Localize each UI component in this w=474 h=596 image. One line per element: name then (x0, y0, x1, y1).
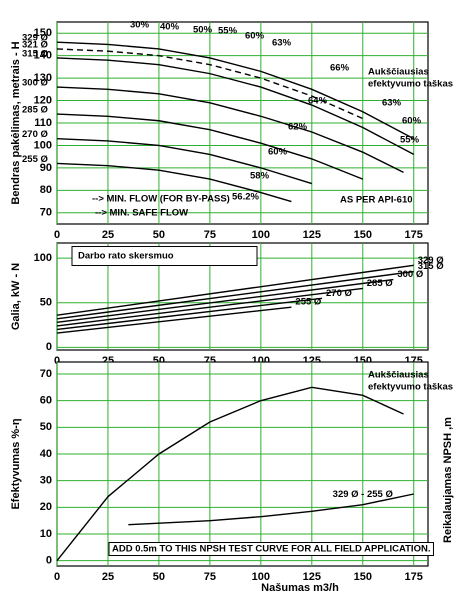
annotation: 64% (308, 96, 328, 107)
annotation: --> MIN. SAFE FLOW (95, 208, 188, 219)
annotation-box (71, 246, 258, 267)
note-box (108, 542, 434, 557)
y-axis-label: Bendras pakėlimas, metrais - H (10, 41, 22, 204)
series-line (56, 86, 404, 174)
y-axis-label: Efektyvumas %-η (10, 418, 22, 509)
y-tick-label: 60 (40, 395, 52, 407)
y-tick-label: 40 (40, 448, 52, 460)
x-tick-label: 150 (354, 571, 372, 583)
x-tick-label: 50 (153, 571, 165, 583)
annotation: 66% (330, 63, 350, 74)
series-line (56, 113, 364, 180)
series-label: 300 Ø (22, 78, 48, 89)
y2-axis-label: Reikalaujamas NPSH ,m (442, 417, 454, 543)
annotation: 63% (272, 38, 292, 49)
x-tick-label: 25 (102, 229, 114, 241)
annotation: Aukščiausias (368, 370, 429, 381)
x-tick-label: 0 (54, 355, 60, 367)
annotation: 63% (382, 98, 402, 109)
x-tick-label: 75 (204, 571, 216, 583)
series-line (56, 41, 415, 140)
annotation: efektyvumo taškas (368, 79, 453, 90)
x-tick-label: 150 (354, 229, 372, 241)
x-axis-label: Našumas m3/h (261, 582, 339, 594)
y-tick-label: 50 (40, 297, 52, 309)
y-tick-label: 90 (40, 162, 52, 174)
annotation: 56.2% (232, 192, 259, 203)
series-label: 255 Ø (295, 297, 321, 308)
annotation: Darbo rato skersmuo (78, 251, 174, 262)
x-tick-label: 175 (405, 571, 423, 583)
series-line (128, 493, 414, 526)
x-tick-label: 175 (405, 229, 423, 241)
annotation: 55% (218, 26, 238, 37)
x-tick-label: 25 (102, 571, 114, 583)
y-tick-label: 140 (34, 50, 52, 62)
series-line (56, 287, 363, 327)
y-tick-label: 120 (34, 94, 52, 106)
y-tick-label: 50 (40, 421, 52, 433)
series-label: 329 Ø (22, 33, 48, 44)
annotation: 30% (130, 20, 150, 31)
series-label: 329 Ø (418, 255, 444, 266)
series-line (56, 270, 414, 320)
x-tick-label: 0 (54, 571, 60, 583)
y-tick-label: 100 (34, 252, 52, 264)
y-tick-label: 30 (40, 475, 52, 487)
series-line (56, 306, 292, 334)
y-tick-label: 110 (34, 117, 52, 129)
x-tick-label: 100 (252, 229, 270, 241)
annotation: 40% (160, 22, 180, 33)
series-label: 315 Ø (22, 48, 48, 59)
series-label: 315 Ø (418, 261, 444, 272)
annotation: 58% (250, 171, 270, 182)
y-tick-label: 150 (34, 27, 52, 39)
annotation: 50% (193, 25, 213, 36)
plot-area (56, 361, 429, 567)
series-line (56, 162, 292, 203)
x-tick-label: 0 (54, 229, 60, 241)
y-tick-label: 100 (34, 139, 52, 151)
series-label: 270 Ø (22, 129, 48, 140)
annotation: 60% (402, 116, 422, 127)
series-line (56, 138, 313, 185)
annotation: ADD 0.5m TO THIS NPSH TEST CURVE FOR ALL… (112, 544, 430, 555)
annotation: 62% (288, 122, 308, 133)
series-label: 321 Ø (22, 39, 48, 50)
series-line (56, 297, 323, 331)
annotation: efektyvumo taškas (368, 382, 453, 393)
x-tick-label: 75 (204, 229, 216, 241)
x-tick-label: 100 (252, 571, 270, 583)
series-line (56, 57, 415, 156)
y-tick-label: 0 (46, 555, 52, 567)
series-line (56, 48, 364, 120)
y-tick-label: 80 (40, 184, 52, 196)
series-label: 329 Ø - 255 Ø (333, 489, 393, 500)
x-tick-label: 125 (303, 571, 321, 583)
series-label: 285 Ø (22, 105, 48, 116)
series-line (56, 264, 414, 316)
annotation: Aukščiausias (368, 67, 429, 78)
annotation: AS PER API-610 (340, 195, 413, 206)
series-label: 255 Ø (22, 154, 48, 165)
x-tick-label: 125 (303, 229, 321, 241)
annotation: 60% (245, 31, 265, 42)
y-tick-label: 130 (34, 72, 52, 84)
series-label: 300 Ø (397, 269, 423, 280)
series-label: 270 Ø (326, 288, 352, 299)
series-label: 285 Ø (367, 278, 393, 289)
y-tick-label: 20 (40, 501, 52, 513)
y-tick-label: 0 (46, 341, 52, 353)
y-axis-label: Galia, kW - N (10, 263, 22, 330)
series-line (56, 386, 404, 562)
annotation: 60% (268, 147, 288, 158)
y-tick-label: 70 (40, 368, 52, 380)
annotation: --> MIN. FLOW (FOR BY-PASS) (92, 194, 230, 205)
annotation: 55% (400, 135, 420, 146)
y-tick-label: 70 (40, 207, 52, 219)
series-line (56, 278, 394, 324)
y-tick-label: 10 (40, 528, 52, 540)
x-tick-label: 50 (153, 229, 165, 241)
